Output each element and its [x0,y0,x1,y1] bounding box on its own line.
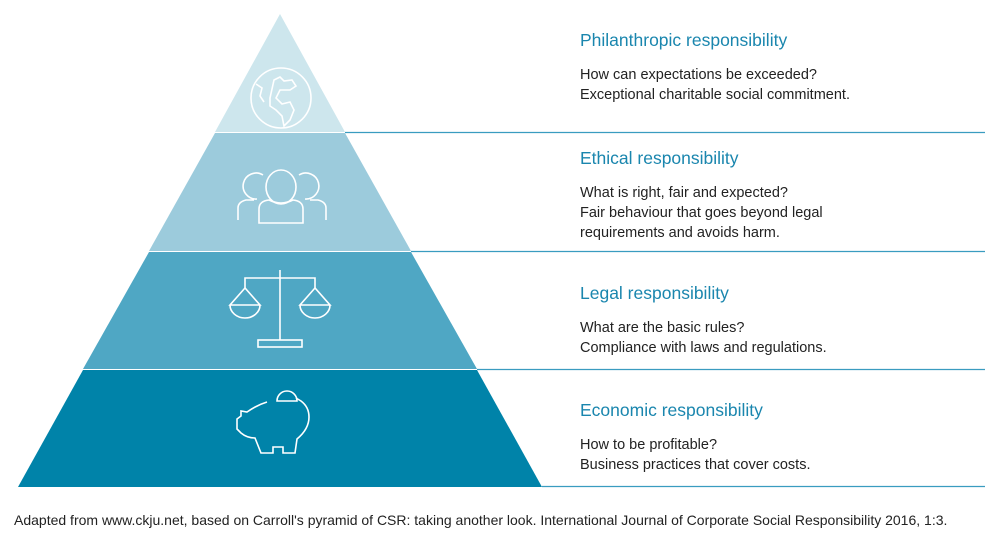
level-text-economic: Economic responsibility How to be profit… [580,400,980,475]
level-title: Ethical responsibility [580,148,739,168]
level-question: What are the basic rules? [580,320,745,336]
people-icon [237,169,327,224]
pyramid-level-philanthropic [215,14,345,132]
level-description: Business practices that cover costs. [580,457,811,473]
level-description: Compliance with laws and regulations. [580,340,827,356]
level-description: Fair behaviour that goes beyond legal re… [580,205,823,241]
level-title: Economic responsibility [580,400,763,420]
level-text-philanthropic: Philanthropic responsibility How can exp… [580,30,980,105]
level-title: Legal responsibility [580,283,729,303]
source-note: Adapted from www.ckju.net, based on Carr… [14,512,948,528]
dividers [345,131,985,488]
scales-icon [228,270,332,348]
level-question: How to be profitable? [580,437,718,453]
piggy-bank-icon [236,390,310,454]
level-question: How can expectations be exceeded? [580,67,817,83]
level-text-ethical: Ethical responsibility What is right, fa… [580,148,880,243]
level-question: What is right, fair and expected? [580,185,788,201]
level-title: Philanthropic responsibility [580,30,788,50]
pyramid-level-economic [18,370,542,487]
pyramid [18,14,985,488]
level-text-legal: Legal responsibility What are the basic … [580,283,980,358]
pyramid-level-ethical [149,133,411,251]
globe-icon [250,67,312,129]
level-description: Exceptional charitable social commitment… [580,87,850,103]
